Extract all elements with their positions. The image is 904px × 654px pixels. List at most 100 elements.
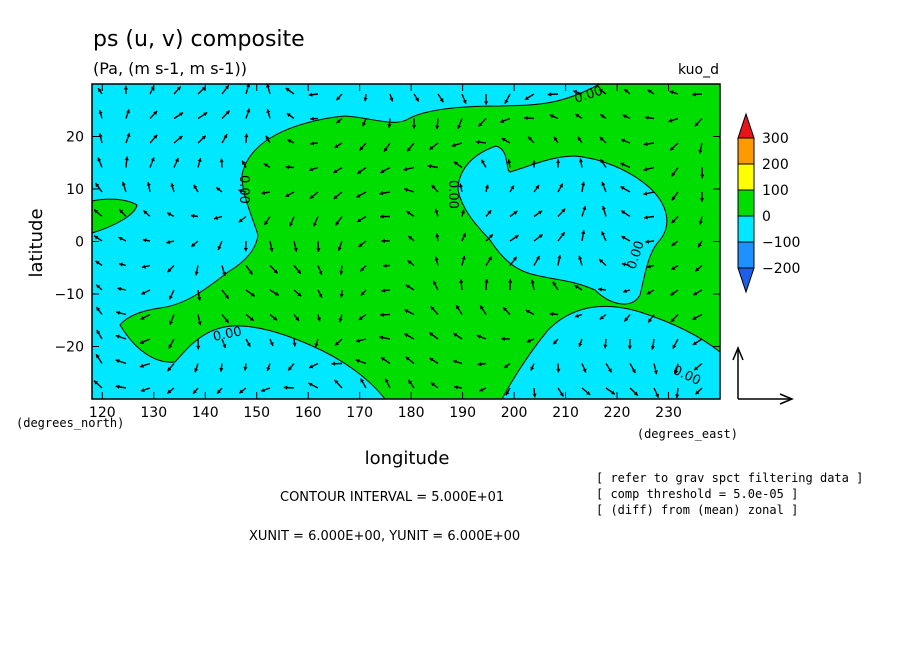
wind-vector-head	[406, 211, 411, 215]
x-axis-label: longitude	[365, 448, 450, 469]
wind-vector-head	[261, 190, 266, 195]
wind-vector-head	[481, 159, 486, 164]
wind-vector-head	[695, 267, 700, 272]
wind-vector-head	[308, 382, 313, 387]
wind-vector-head	[314, 343, 319, 348]
y-tick-label: 0	[75, 235, 84, 251]
wind-vector-head	[250, 292, 255, 297]
wind-vector-head	[287, 139, 292, 144]
wind-vector-head	[203, 112, 208, 117]
wind-vector-head	[620, 162, 625, 167]
wind-vector-head	[475, 140, 480, 145]
wind-vector-head	[333, 195, 338, 199]
wind-vector-head	[178, 112, 184, 117]
wind-vector-head	[153, 134, 158, 139]
wind-vector-head	[507, 159, 512, 164]
wind-vector-head	[429, 357, 434, 362]
wind-vector-head	[216, 187, 221, 192]
wind-vector-head	[601, 231, 606, 236]
wind-vector-head	[581, 181, 586, 186]
colorbar-label: 0	[762, 209, 771, 225]
wind-vector-head	[384, 147, 388, 152]
run-label: kuo_d	[678, 62, 719, 78]
wind-vector-head	[197, 158, 202, 162]
wind-vector-head	[143, 210, 148, 215]
x-tick-label: 150	[243, 405, 270, 421]
wind-vector-head	[655, 393, 659, 398]
wind-vector-head	[644, 115, 649, 120]
wind-vector-head	[201, 86, 206, 91]
colorbar-label: 100	[762, 183, 789, 199]
wind-vector-head	[360, 378, 365, 383]
colorbar-segment	[737, 267, 755, 294]
colorbar: 300 200 100 0 −100 −200	[737, 112, 800, 294]
wind-vector-head	[201, 135, 206, 140]
y-axis-label: latitude	[26, 208, 47, 277]
wind-vector-head	[557, 254, 562, 259]
wind-vector-head	[337, 246, 342, 251]
wind-vector-head	[379, 335, 384, 340]
wind-vector-head	[405, 356, 410, 361]
x-tick-label: 160	[295, 405, 322, 421]
wind-vector-head	[477, 362, 482, 367]
wind-vector-head	[582, 368, 587, 373]
wind-vector-head	[670, 291, 675, 296]
wind-vector-head	[535, 185, 540, 190]
wind-vector-head	[194, 368, 199, 373]
wind-vector-head	[382, 263, 387, 268]
wind-vector-head	[357, 170, 362, 174]
wind-vector-head	[692, 92, 697, 97]
wind-vector-head	[123, 85, 129, 90]
y-tick-label: −20	[54, 340, 84, 356]
wind-vector-head	[121, 181, 126, 186]
wind-vector-head	[243, 366, 248, 371]
wind-vector-head	[356, 193, 361, 198]
wind-vector-head	[514, 235, 519, 239]
x-tick-label: 180	[398, 405, 425, 421]
wind-vector-head	[288, 366, 293, 371]
wind-vector-head	[96, 354, 100, 359]
wind-vector-head	[296, 269, 301, 274]
colorbar-segment	[737, 137, 755, 165]
wind-vector-head	[213, 215, 218, 220]
wind-vector-head	[671, 241, 676, 246]
wind-vector-head	[356, 338, 360, 343]
wind-vector-head	[219, 158, 224, 163]
wind-vector-head	[274, 291, 279, 296]
wind-vector-head	[670, 146, 675, 151]
wind-vector-head	[627, 345, 632, 350]
wind-vector-head	[453, 333, 458, 337]
wind-vector-head	[285, 88, 290, 92]
wind-vector-head	[669, 90, 674, 95]
wind-vector-head	[358, 316, 363, 320]
wind-vector-head	[524, 115, 528, 121]
wind-vector-head	[538, 234, 543, 239]
wind-vector-head	[620, 186, 625, 191]
wind-vector-head	[335, 221, 340, 226]
wind-vector-head	[169, 320, 174, 325]
wind-vector-head	[603, 344, 608, 349]
wind-vector-head	[456, 305, 460, 310]
wind-vector-head	[266, 109, 271, 113]
colorbar-segment	[737, 215, 755, 243]
wind-vector-head	[610, 390, 615, 395]
wind-vector-head	[174, 157, 179, 163]
unit-text: XUNIT = 6.000E+00, YUNIT = 6.000E+00	[249, 529, 520, 544]
wind-vector-head	[622, 114, 627, 119]
y-tick-label: 20	[66, 130, 84, 146]
wind-vector-head	[153, 111, 158, 115]
wind-vector-head	[313, 222, 317, 227]
wind-vector-head	[167, 268, 172, 273]
reference-vector	[732, 346, 794, 405]
wind-vector-head	[224, 318, 229, 323]
wind-vector-head	[191, 242, 196, 247]
wind-vector-head	[295, 316, 300, 321]
wind-vector-head	[380, 169, 385, 173]
wind-vector-head	[140, 315, 145, 320]
wind-vector-head	[476, 334, 481, 339]
wind-vector-head	[223, 134, 228, 139]
wind-vector-head	[141, 290, 146, 295]
wind-vector-head	[646, 264, 651, 269]
wind-vector-head	[510, 185, 514, 190]
wind-vector-head	[379, 191, 384, 196]
